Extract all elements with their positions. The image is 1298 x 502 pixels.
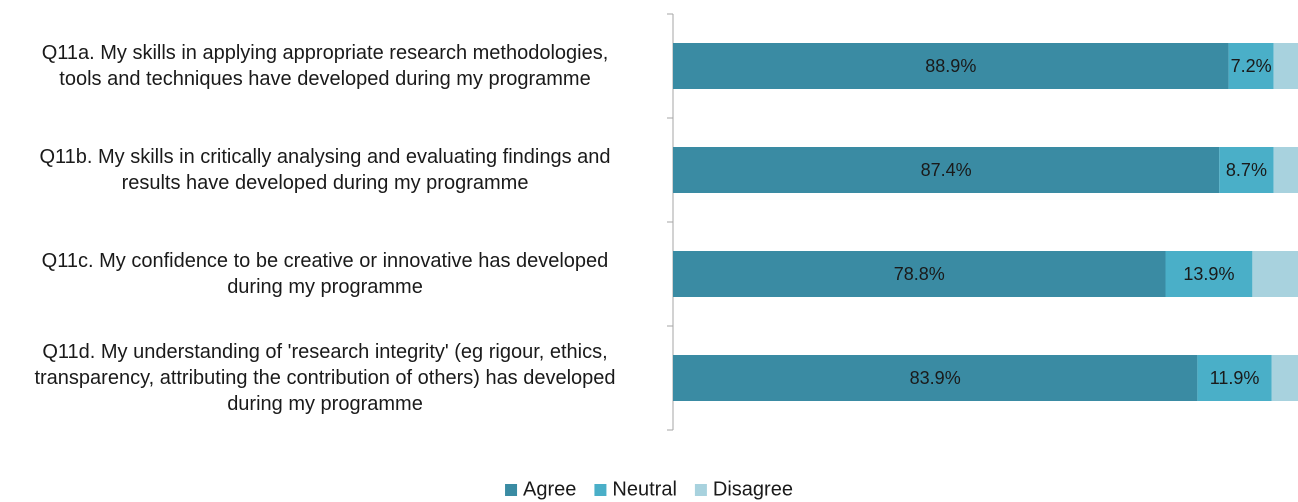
data-label: 83.9% [910, 368, 961, 388]
bar-segment [1228, 43, 1274, 89]
category-text: Q11d. My understanding of 'research inte… [34, 341, 616, 415]
data-label: 78.8% [894, 264, 945, 284]
legend-label: Neutral [612, 478, 676, 500]
data-label: 13.9% [1183, 264, 1234, 284]
bar-segment [673, 43, 1229, 89]
data-label: 11.9% [1210, 368, 1260, 388]
bar-segment [673, 251, 1166, 297]
bar-segment [1273, 43, 1298, 89]
bar-segment [673, 355, 1198, 401]
bar-segment [1219, 147, 1274, 193]
bar-segment [1273, 147, 1298, 193]
bar-segment [1197, 355, 1272, 401]
legend-swatch [505, 484, 518, 496]
category-text: Q11a. My skills in applying appropriate … [41, 42, 609, 90]
bar-segment [673, 147, 1220, 193]
category-text: Q11b. My skills in critically analysing … [39, 146, 611, 194]
legend-swatch [594, 484, 607, 496]
bar-segment [1165, 251, 1253, 297]
category-label: Q11a. My skills in applying appropriate … [0, 14, 660, 118]
category-label: Q11c. My confidence to be creative or in… [0, 222, 660, 326]
legend-label: Disagree [713, 478, 793, 500]
bar-segment [1252, 251, 1298, 297]
bar-segment [1271, 355, 1298, 401]
data-label: 88.9% [925, 56, 976, 76]
data-label: 87.4% [921, 160, 972, 180]
legend-swatch [694, 484, 707, 496]
legend-label: Agree [523, 478, 576, 500]
category-label: Q11d. My understanding of 'research inte… [0, 326, 660, 430]
category-label: Q11b. My skills in critically analysing … [0, 118, 660, 222]
data-label: 8.7% [1226, 160, 1267, 180]
category-text: Q11c. My confidence to be creative or in… [41, 250, 609, 298]
data-label: 7.2% [1231, 56, 1272, 76]
